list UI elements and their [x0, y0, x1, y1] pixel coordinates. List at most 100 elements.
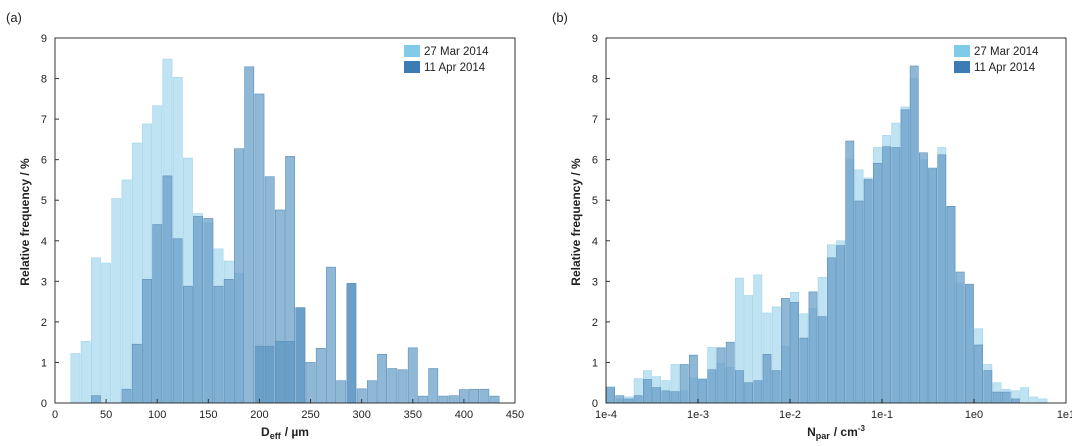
panel-b: (b) 1e-4 1e-3 1e-2 1e-1 1e0 1e1 0 1 2 3 4 5 6 7 8 9 Rel… — [552, 10, 1072, 441]
panel-b-series-2-bar — [955, 271, 965, 404]
panel-b-axes-frame — [605, 37, 1067, 404]
panel-b-series-2-bar — [1001, 391, 1011, 404]
panel-b-ytick-label: 0 — [592, 398, 598, 410]
panel-b-series-2-bar — [753, 380, 763, 404]
panel-a-series-2-bar — [397, 369, 408, 404]
panel-b-ytick-label: 2 — [592, 317, 598, 329]
panel-b-ylabel: Relative frequency / % — [569, 158, 583, 286]
panel-a-xlabel: Deff / µm — [261, 425, 309, 441]
panel-a-ytick-label: 3 — [41, 276, 47, 288]
panel-a-series-2-bar — [162, 175, 173, 404]
panel-b-series-2-bar — [799, 337, 809, 404]
panel-b-series-1-bar — [1038, 398, 1048, 404]
panel-a-series-2-bar — [152, 224, 163, 404]
panel-a-xlabel-sub: eff — [270, 431, 282, 441]
panel-a-xtick-label: 100 — [148, 409, 166, 421]
panel-a-series-2-bar — [366, 380, 377, 404]
panel-a-series-2-bar — [244, 66, 255, 404]
panel-a-overlap-bar — [264, 345, 275, 404]
panel-b-series-2-bar — [725, 341, 735, 404]
panel-b-series-2-bar — [716, 347, 726, 404]
panel-a-series-2-bar — [90, 395, 101, 404]
panel-a-xtick-label: 50 — [100, 409, 112, 421]
panel-b-series-2-bar — [688, 354, 698, 404]
panel-b-series-2-bar — [817, 316, 827, 404]
panel-a-ytick-label: 2 — [41, 317, 47, 329]
panel-b-series-2-bar — [734, 370, 744, 404]
panel-a-ytick-label: 8 — [41, 74, 47, 86]
panel-b-legend-swatch-2 — [954, 61, 970, 73]
panel-b-xtick-label: 1e0 — [965, 409, 983, 421]
panel-b-series-2-bar — [891, 147, 901, 404]
panel-b-xtick-label: 1e-4 — [595, 409, 617, 421]
panel-a-ytick-label: 5 — [41, 195, 47, 207]
panel-a-series-2-bar — [428, 368, 439, 404]
panel-a-ylabel: Relative frequency / % — [18, 158, 32, 286]
panel-a-ytick-label: 1 — [41, 357, 47, 369]
panel-a: (a) 0 50 100 150 200 250 300 350 400 450 0 1 2 3 4 5 6 7 8… — [6, 10, 524, 441]
panel-b-series-2-bar — [808, 291, 818, 404]
panel-b-series-2-bar — [836, 245, 845, 404]
panel-b-series-2-bar — [707, 369, 717, 404]
panel-b-series-2-bar — [992, 391, 1002, 404]
panel-b-series-2-bar — [983, 370, 993, 404]
panel-b-series-2-bar — [771, 370, 781, 404]
panel-b-xlabel: Npar / cm-3 — [807, 424, 865, 441]
panel-b-series-2-bar — [615, 395, 625, 404]
panel-a-ytick-label: 6 — [41, 155, 47, 167]
panel-b-series-2-bar — [928, 168, 937, 404]
panel-a-xtick-label: 0 — [52, 409, 58, 421]
panel-b-ticks: 1e-4 1e-3 1e-2 1e-1 1e0 1e1 0 1 2 3 4 5 6 7 8 9 — [592, 33, 1072, 421]
panel-b-bars — [606, 65, 1048, 404]
panel-b-ytick-label: 7 — [592, 114, 598, 126]
panel-a-series-2-bar — [387, 368, 398, 404]
panel-b-ytick-label: 1 — [592, 357, 598, 369]
panel-b-series-2-bar — [790, 302, 799, 404]
panel-b-xlabel-sub: par — [816, 431, 831, 441]
panel-b-legend-label-2: 11 Apr 2014 — [974, 62, 1036, 74]
panel-a-xlabel-unit: / µm — [285, 425, 309, 439]
panel-a-xlabel-main: D — [261, 425, 270, 439]
panel-a-series-2-bar — [131, 343, 142, 404]
panel-a-ytick-label: 9 — [41, 33, 47, 45]
panel-a-series-2-bar — [326, 266, 336, 404]
panel-b-series-2-bar — [624, 398, 634, 404]
panel-b-series-2-bar — [974, 344, 983, 404]
panel-b-series-2-bar — [854, 200, 864, 404]
panel-b-series-2-bar — [606, 387, 615, 404]
panel-b-series-1-bar — [1020, 387, 1029, 404]
panel-b-ytick-label: 8 — [592, 74, 598, 86]
panel-b-label: (b) — [552, 10, 568, 25]
panel-b-series-2-bar — [946, 206, 956, 404]
panel-b-ytick-label: 3 — [592, 276, 598, 288]
panel-a-xtick-label: 250 — [301, 409, 319, 421]
panel-a-ytick-label: 7 — [41, 114, 47, 126]
panel-a-xtick-label: 300 — [352, 409, 370, 421]
panel-b-ytick-label: 6 — [592, 155, 598, 167]
panel-a-series-2-bar — [336, 380, 347, 404]
panel-a-series-2-bar — [469, 388, 480, 404]
panel-a-series-1-bar — [121, 179, 132, 404]
panel-a-series-2-bar — [213, 285, 224, 404]
panel-b-xlabel-main: N — [807, 425, 816, 439]
panel-b-legend-label-1: 27 Mar 2014 — [974, 46, 1039, 58]
panel-a-series-2-bar — [377, 354, 388, 404]
panel-a-series-2-bar — [407, 347, 418, 404]
panel-a-series-2-bar — [448, 395, 459, 404]
panel-a-series-2-bar — [182, 285, 193, 404]
panel-b-series-2-bar — [642, 379, 652, 404]
panel-a-xtick-label: 450 — [506, 409, 524, 421]
panel-a-legend-swatch-2 — [404, 61, 420, 73]
panel-a-legend-label-2: 11 Apr 2014 — [424, 62, 486, 74]
panel-a-ytick-label: 4 — [41, 236, 47, 248]
panel-b-xlabel-sup: -3 — [858, 424, 866, 433]
panel-a-overlap-bar — [295, 307, 306, 404]
panel-b-series-2-bar — [780, 298, 790, 404]
panel-b-xtick-label: 1e1 — [1057, 409, 1072, 421]
panel-b-ytick-label: 5 — [592, 195, 598, 207]
panel-a-legend-swatch-1 — [404, 45, 420, 57]
panel-b-xtick-label: 1e-3 — [687, 409, 709, 421]
panel-b-series-2-bar — [744, 382, 753, 404]
panel-b-series-2-bar — [698, 379, 707, 404]
